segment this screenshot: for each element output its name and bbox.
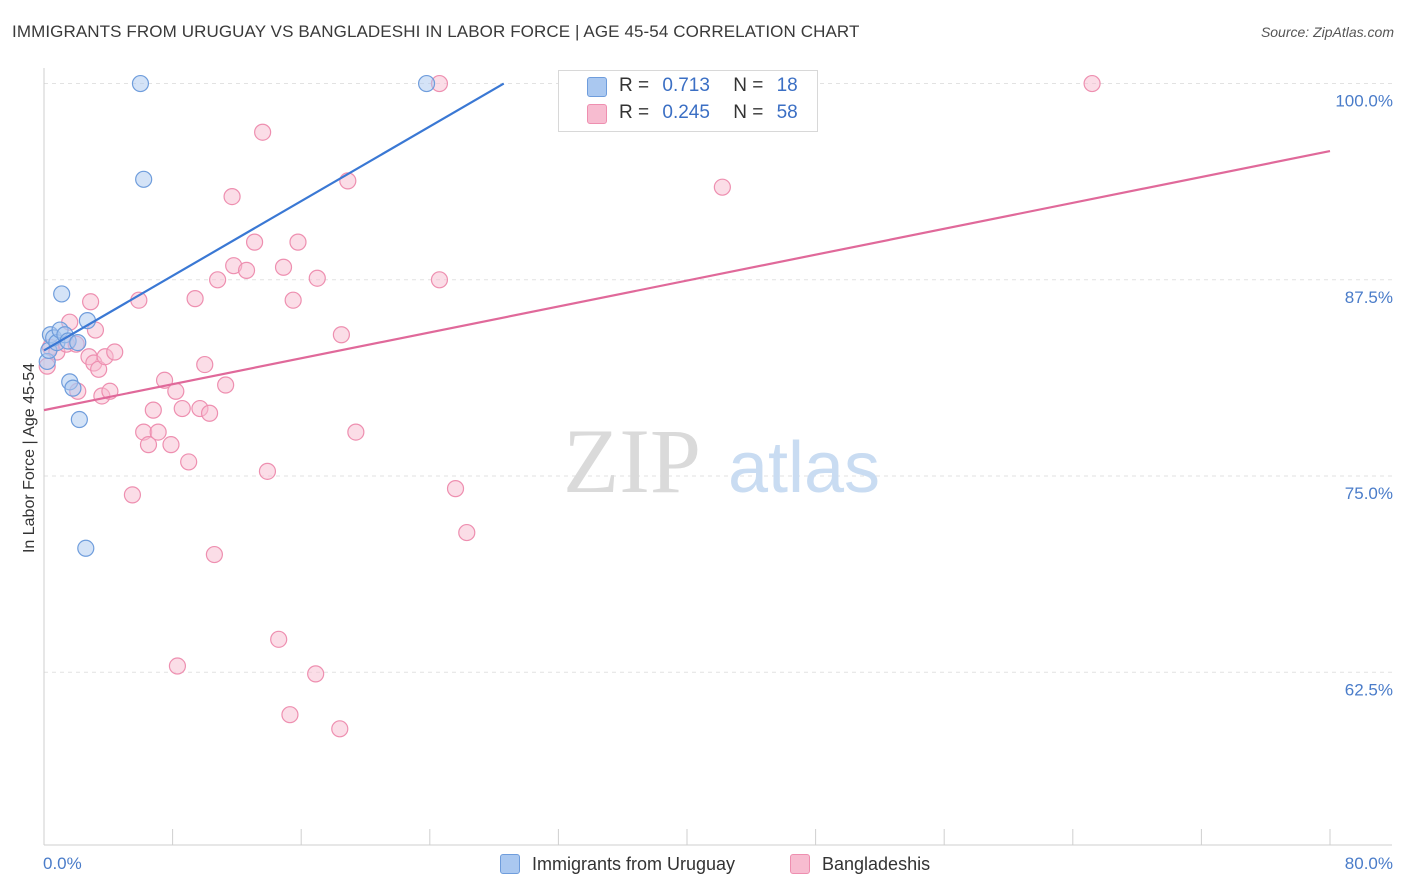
x-tick-label: 80.0% [1345, 854, 1393, 873]
y-tick-label: 87.5% [1345, 288, 1393, 307]
y-tick-labels: 62.5% 75.0% 87.5% 100.0% [1335, 92, 1393, 700]
legend-swatch-uruguay [500, 854, 520, 874]
legend-n-label: N = [733, 75, 764, 96]
watermark: ZIP atlas [563, 410, 880, 512]
y-tick-label: 62.5% [1345, 680, 1393, 699]
series-legend: Immigrants from Uruguay Bangladeshis [0, 850, 1406, 878]
source-label: Source: ZipAtlas.com [1260, 24, 1394, 40]
bangladeshis-point [186, 290, 204, 308]
bangladeshis-point [347, 423, 365, 441]
uruguay-point [64, 379, 82, 397]
bangladeshis-point [332, 326, 350, 344]
legend-n-value-uruguay: 18 [776, 75, 798, 96]
bangladeshis-point [205, 545, 223, 564]
bangladeshis-point [149, 423, 167, 441]
y-tick-label: 75.0% [1345, 484, 1393, 503]
trend-lines [43, 82, 1331, 412]
bangladeshis-point [458, 523, 476, 542]
bangladeshis-point [173, 399, 191, 418]
uruguay-point [70, 410, 88, 429]
legend-n-value-bangladeshis: 58 [776, 102, 798, 123]
bangladeshis-point [196, 355, 214, 374]
legend-r-label: R = [619, 102, 650, 123]
chart-title: IMMIGRANTS FROM URUGUAY VS BANGLADESHI I… [12, 22, 860, 41]
legend-r-label: R = [619, 75, 650, 96]
watermark-zip: ZIP [563, 410, 701, 512]
bangladeshis-point [123, 486, 142, 504]
bangladeshis-point [713, 178, 731, 196]
legend-swatch-bangladeshis [587, 104, 607, 124]
legend-item-bangladeshis[interactable]: Bangladeshis [790, 850, 930, 878]
legend-label-uruguay: Immigrants from Uruguay [532, 853, 736, 874]
x-tick-labels: 0.0% 80.0% [43, 854, 1393, 873]
bangladeshis-point [237, 261, 256, 279]
bangladeshis-point [274, 258, 293, 276]
bangladeshis-point [1083, 74, 1101, 93]
legend-r-value-bangladeshis: 0.245 [662, 102, 710, 123]
axes [43, 68, 1392, 846]
bangladeshis-point [308, 269, 326, 287]
bangladeshis-point [254, 123, 272, 141]
bangladeshis-point [331, 720, 349, 738]
bangladeshis-point [139, 436, 158, 454]
bangladeshis-point [430, 271, 449, 289]
x-tick-label: 0.0% [43, 854, 82, 873]
bangladeshis-point [284, 291, 302, 309]
uruguay-point [135, 170, 153, 188]
uruguay-trend-line [43, 82, 505, 352]
legend-label-bangladeshis: Bangladeshis [822, 853, 931, 874]
bangladeshis-point [270, 630, 288, 648]
uruguay-point [77, 539, 95, 557]
bangladeshis-point [223, 187, 241, 206]
bangladeshis-point [82, 293, 100, 311]
uruguay-point [417, 74, 436, 93]
bangladeshis-point [245, 233, 264, 251]
uruguay-point [69, 334, 87, 352]
uruguay-point [53, 285, 71, 303]
y-tick-label: 100.0% [1335, 92, 1393, 111]
bangladeshis-point [281, 706, 299, 724]
legend-swatch-uruguay [587, 77, 607, 97]
bangladeshis-point [162, 436, 180, 454]
grid-lines [44, 83, 1392, 673]
correlation-legend: R = 0.713 N = 18 R = 0.245 N = 58 [558, 70, 818, 132]
bangladeshis-point [307, 665, 325, 683]
bangladeshis-point [106, 343, 124, 361]
bangladeshis-point [200, 404, 219, 422]
bangladeshis-point [144, 401, 162, 419]
bangladeshis-trend-line [43, 149, 1331, 412]
bangladeshis-point [258, 462, 277, 480]
watermark-atlas: atlas [728, 428, 880, 508]
bangladeshis-points [38, 74, 1101, 738]
y-axis-label: In Labor Force | Age 45-54 [21, 363, 38, 553]
bangladeshis-point [289, 233, 307, 251]
bangladeshis-point [217, 376, 235, 394]
legend-n-label: N = [733, 102, 764, 123]
bangladeshis-point [209, 271, 227, 289]
uruguay-point [131, 74, 150, 93]
legend-item-uruguay[interactable]: Immigrants from Uruguay [500, 850, 735, 878]
bangladeshis-point [168, 657, 187, 675]
legend-swatch-bangladeshis [790, 854, 810, 874]
bangladeshis-point [180, 453, 198, 471]
uruguay-points [38, 74, 436, 557]
bangladeshis-point [446, 480, 465, 498]
legend-r-value-uruguay: 0.713 [662, 75, 710, 96]
